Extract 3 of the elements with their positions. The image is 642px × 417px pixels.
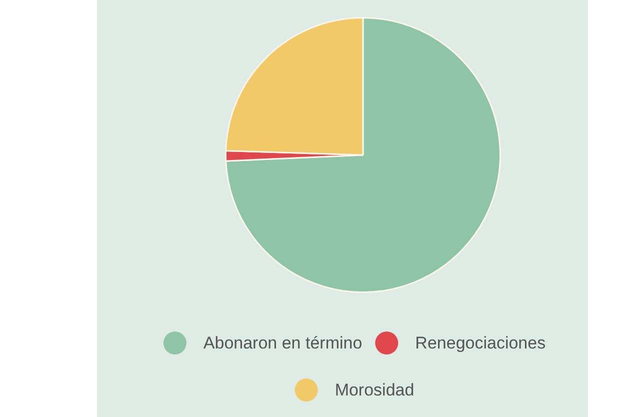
legend-label: Renegociaciones [415,334,546,353]
legend-label: Morosidad [334,380,414,400]
legend-label: Abonaron en término [203,334,362,353]
